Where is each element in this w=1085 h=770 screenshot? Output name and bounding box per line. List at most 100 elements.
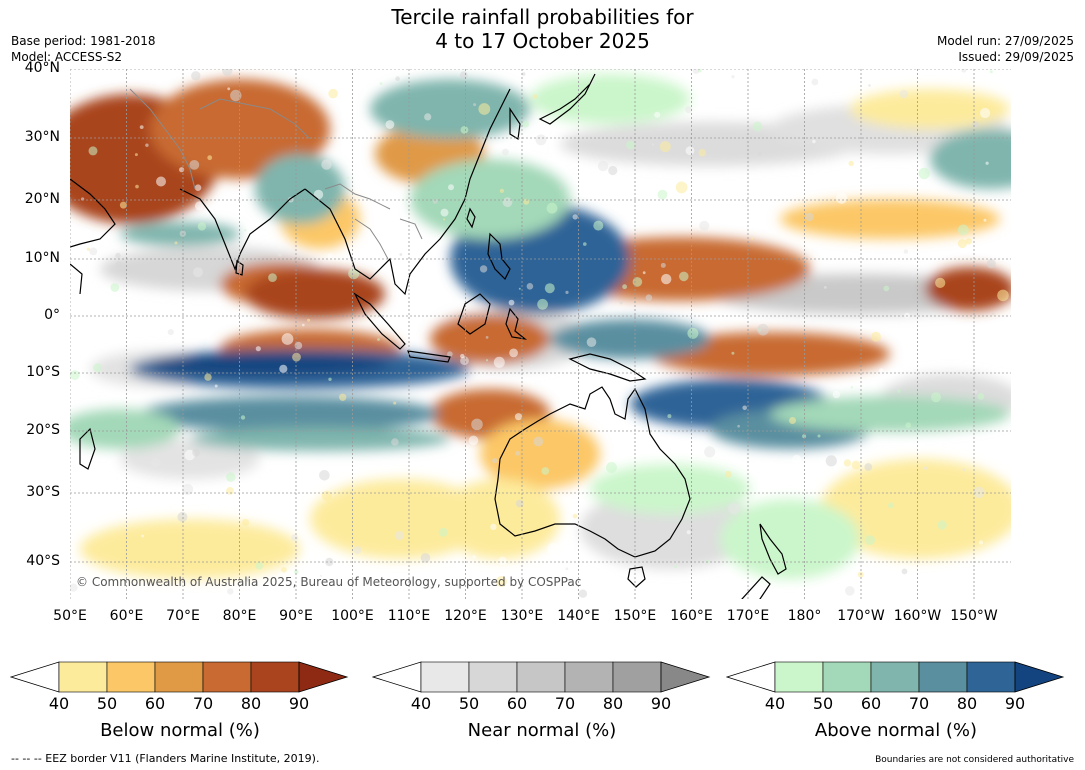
- texture-dot: [883, 285, 890, 292]
- title-line-1: Tercile rainfall probabilities for: [391, 5, 694, 29]
- texture-dot: [843, 459, 852, 467]
- texture-dot: [572, 214, 578, 220]
- texture-dot: [593, 220, 604, 231]
- texture-dot: [291, 534, 298, 541]
- texture-dot: [978, 540, 984, 545]
- texture-dot: [728, 502, 740, 515]
- texture-dot: [347, 176, 350, 179]
- longitude-label: 130°E: [500, 608, 544, 624]
- texture-dot: [817, 434, 821, 438]
- texture-dot: [657, 189, 668, 200]
- texture-dot: [460, 353, 465, 359]
- latitude-label: 30°N: [24, 129, 60, 145]
- texture-dot: [521, 72, 526, 76]
- texture-dot: [757, 152, 762, 156]
- texture-dot: [115, 261, 122, 268]
- texture-dot: [360, 498, 368, 506]
- texture-dot: [156, 176, 166, 187]
- texture-dot: [242, 518, 250, 527]
- texture-dot: [652, 200, 659, 208]
- texture-dot: [150, 457, 161, 468]
- texture-dot: [307, 318, 311, 322]
- colorbar-segment: [468, 661, 518, 693]
- texture-dot: [904, 312, 910, 319]
- longitude-label: 150°E: [613, 608, 657, 624]
- texture-dot: [731, 75, 735, 79]
- texture-dot: [468, 435, 479, 446]
- texture-dot: [319, 470, 330, 481]
- texture-dot: [651, 120, 655, 124]
- texture-dot: [971, 340, 975, 343]
- texture-dot: [395, 76, 400, 81]
- colorbar-tick-label: 90: [289, 694, 309, 713]
- colorbar-segment: [202, 661, 252, 693]
- texture-dot: [792, 454, 801, 464]
- texture-dot: [479, 265, 488, 273]
- texture-dot: [983, 218, 987, 222]
- colorbar-tick-label: 90: [1005, 694, 1025, 713]
- colorbar-under-arrow: [372, 661, 422, 693]
- texture-dot: [544, 283, 555, 294]
- latitude-label: 20°S: [26, 422, 60, 438]
- model-text: Model: ACCESS-S2: [11, 50, 123, 64]
- texture-dot: [508, 299, 515, 306]
- coastlines: [70, 73, 787, 599]
- texture-dot: [226, 472, 236, 482]
- boundaries-disclaimer: Boundaries are not considered authoritat…: [875, 755, 1074, 765]
- texture-dot: [255, 561, 264, 570]
- texture-dot: [899, 89, 909, 99]
- texture-dot: [989, 70, 993, 74]
- colorbar-tick-label: 40: [765, 694, 785, 713]
- texture-dot: [179, 167, 185, 173]
- texture-dot: [931, 392, 941, 403]
- texture-dot: [471, 418, 483, 431]
- texture-dot: [738, 528, 744, 534]
- texture-dot: [645, 294, 653, 301]
- texture-dot: [281, 333, 294, 345]
- base-period-text: Base period: 1981-2018: [11, 34, 156, 48]
- texture-dot: [496, 576, 507, 587]
- texture-dot: [321, 159, 332, 170]
- eez-footnote: -- -- -- EEZ border V11 (Flanders Marine…: [11, 752, 320, 765]
- longitude-label: 70°E: [166, 608, 200, 624]
- texture-dot: [937, 520, 947, 530]
- texture-dot: [961, 69, 967, 73]
- texture-dot: [897, 136, 901, 139]
- texture-dot: [230, 89, 242, 102]
- texture-dot: [424, 113, 432, 121]
- colorbar-tick-label: 60: [507, 694, 527, 713]
- texture-dot: [651, 143, 655, 146]
- longitude-label: 90°E: [279, 608, 313, 624]
- colorbar-tick-label: 50: [97, 694, 117, 713]
- colorbar-tick-label: 40: [411, 694, 431, 713]
- texture-dot: [812, 139, 816, 144]
- colorbar-tick-label: 60: [861, 694, 881, 713]
- texture-dot: [965, 238, 972, 245]
- texture-dot: [110, 283, 120, 292]
- colorbar-title: Below normal (%): [100, 720, 260, 741]
- copyright-text: © Commonwealth of Australia 2025, Bureau…: [76, 575, 581, 589]
- texture-dot: [957, 239, 967, 249]
- texture-dot: [811, 78, 819, 86]
- texture-dot: [805, 212, 814, 222]
- texture-dot: [70, 583, 78, 592]
- longitude-label: 150°W: [950, 608, 998, 624]
- colorbar-under-arrow: [10, 661, 60, 693]
- texture-dot: [174, 241, 178, 245]
- texture-dot: [935, 277, 946, 288]
- longitude-label: 170°W: [837, 608, 885, 624]
- texture-dot: [848, 160, 854, 167]
- issued-text: Issued: 29/09/2025: [958, 50, 1074, 64]
- texture-dot: [850, 386, 853, 389]
- colorbar-segment: [612, 661, 662, 693]
- texture-dot: [177, 511, 188, 522]
- longitude-label: 60°E: [109, 608, 144, 624]
- texture-dot: [583, 242, 587, 246]
- texture-dot: [294, 341, 303, 350]
- texture-dot: [321, 490, 332, 501]
- texture-dot: [182, 483, 194, 495]
- colorbar-tick-label: 50: [459, 694, 479, 713]
- texture-dot: [626, 140, 635, 150]
- texture-dot: [675, 181, 688, 194]
- colorbar-over-arrow: [660, 661, 711, 693]
